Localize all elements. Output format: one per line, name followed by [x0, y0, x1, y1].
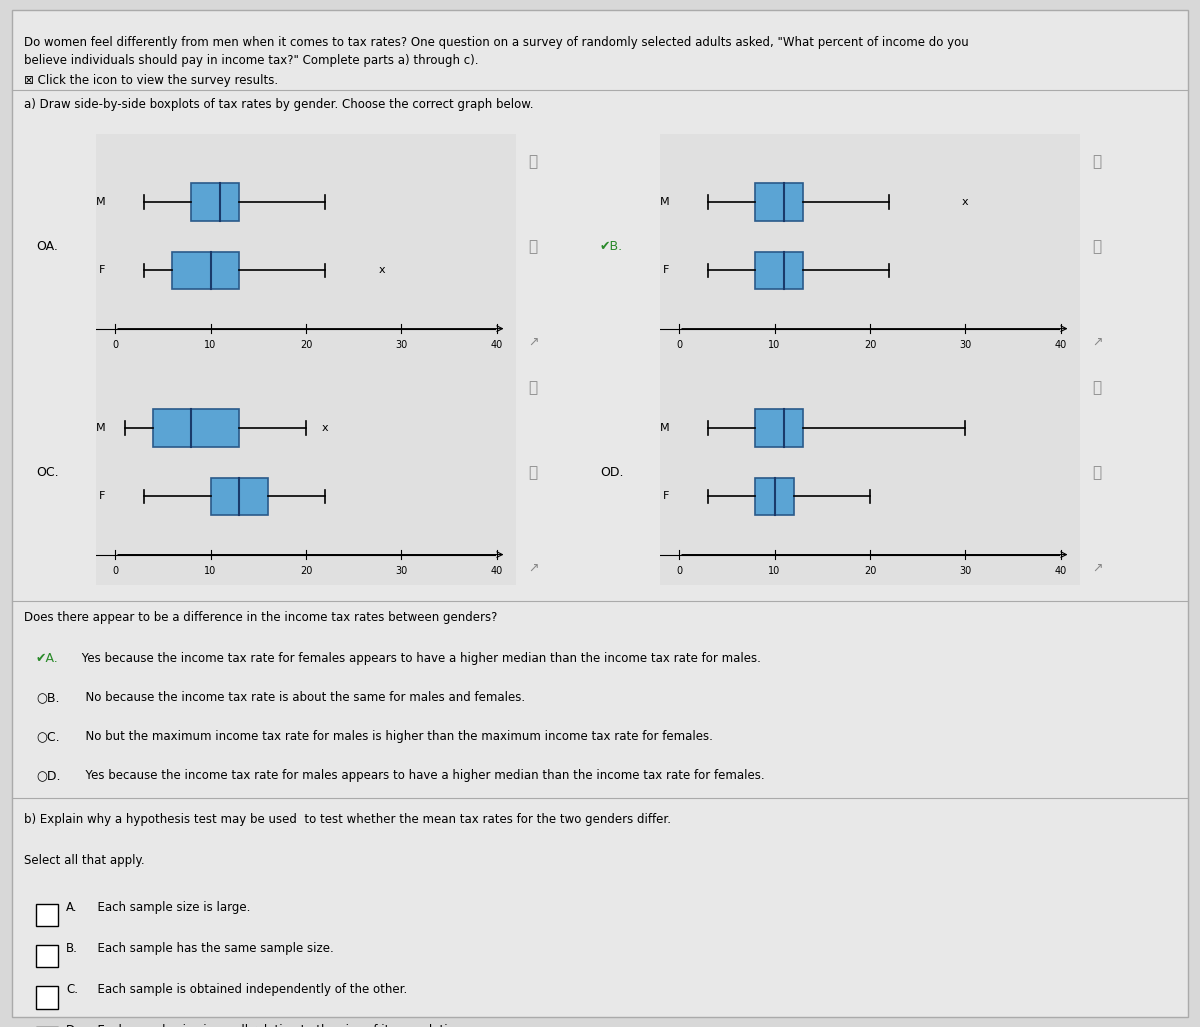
FancyBboxPatch shape [12, 10, 1188, 1017]
Text: ○B.: ○B. [36, 691, 60, 705]
Text: 0: 0 [676, 566, 682, 576]
Text: 40: 40 [1055, 340, 1067, 350]
Text: 20: 20 [864, 566, 876, 576]
Text: ↗: ↗ [528, 336, 539, 349]
Text: Each sample is obtained independently of the other.: Each sample is obtained independently of… [90, 983, 407, 996]
Text: F: F [664, 265, 670, 275]
FancyBboxPatch shape [36, 945, 58, 967]
Text: No but the maximum income tax rate for males is higher than the maximum income t: No but the maximum income tax rate for m… [78, 730, 713, 744]
FancyBboxPatch shape [756, 183, 803, 221]
FancyBboxPatch shape [756, 252, 803, 290]
Text: ⌕: ⌕ [528, 465, 538, 480]
FancyBboxPatch shape [154, 409, 239, 447]
Text: 10: 10 [204, 566, 217, 576]
Text: 30: 30 [395, 340, 408, 350]
Text: 20: 20 [300, 566, 312, 576]
Text: ⌕: ⌕ [1092, 154, 1102, 169]
Text: ↗: ↗ [528, 562, 539, 575]
Text: ⌕: ⌕ [528, 380, 538, 395]
Text: C.: C. [66, 983, 78, 996]
FancyBboxPatch shape [192, 183, 239, 221]
Text: 20: 20 [300, 340, 312, 350]
Text: Each sample size is large.: Each sample size is large. [90, 901, 251, 914]
Text: Do women feel differently from men when it comes to tax rates? One question on a: Do women feel differently from men when … [24, 36, 968, 49]
FancyBboxPatch shape [173, 252, 239, 290]
Text: 40: 40 [491, 340, 503, 350]
Text: 0: 0 [112, 566, 118, 576]
Text: 10: 10 [204, 340, 217, 350]
Text: 20: 20 [864, 340, 876, 350]
Text: A.: A. [66, 901, 78, 914]
Text: F: F [100, 491, 106, 501]
Text: 30: 30 [959, 566, 972, 576]
Text: x: x [379, 265, 385, 275]
Text: F: F [664, 491, 670, 501]
Text: ⌕: ⌕ [1092, 239, 1102, 254]
FancyBboxPatch shape [756, 478, 793, 516]
Text: ○D.: ○D. [36, 769, 60, 783]
Text: ✔B.: ✔B. [600, 240, 623, 253]
Text: M: M [96, 197, 106, 207]
Text: Yes because the income tax rate for males appears to have a higher median than t: Yes because the income tax rate for male… [78, 769, 764, 783]
Text: No because the income tax rate is about the same for males and females.: No because the income tax rate is about … [78, 691, 526, 705]
Text: 10: 10 [768, 340, 781, 350]
Text: 40: 40 [491, 566, 503, 576]
FancyBboxPatch shape [36, 986, 58, 1009]
FancyBboxPatch shape [36, 904, 58, 926]
Text: x: x [322, 423, 329, 433]
Text: 0: 0 [112, 340, 118, 350]
Text: M: M [96, 423, 106, 433]
Text: 30: 30 [395, 566, 408, 576]
Text: Yes because the income tax rate for females appears to have a higher median than: Yes because the income tax rate for fema… [78, 652, 761, 665]
Text: ⊠ Click the icon to view the survey results.: ⊠ Click the icon to view the survey resu… [24, 74, 278, 87]
Text: F: F [100, 265, 106, 275]
Text: 40: 40 [1055, 566, 1067, 576]
Text: b) Explain why a hypothesis test may be used  to test whether the mean tax rates: b) Explain why a hypothesis test may be … [24, 813, 671, 827]
Text: ○C.: ○C. [36, 730, 60, 744]
Text: D.: D. [66, 1024, 79, 1027]
FancyBboxPatch shape [210, 478, 268, 516]
Text: ⌕: ⌕ [1092, 465, 1102, 480]
Text: 30: 30 [959, 340, 972, 350]
Text: B.: B. [66, 942, 78, 955]
Text: ↗: ↗ [1092, 336, 1103, 349]
Text: 10: 10 [768, 566, 781, 576]
Text: ✔A.: ✔A. [36, 652, 59, 665]
Text: M: M [660, 423, 670, 433]
Text: Each sample size is small relative to the size of its population.: Each sample size is small relative to th… [90, 1024, 466, 1027]
Text: x: x [962, 197, 968, 207]
Text: OD.: OD. [600, 466, 624, 479]
Text: Each sample has the same sample size.: Each sample has the same sample size. [90, 942, 334, 955]
Text: M: M [660, 197, 670, 207]
Text: 0: 0 [676, 340, 682, 350]
Text: ⌕: ⌕ [1092, 380, 1102, 395]
Text: Does there appear to be a difference in the income tax rates between genders?: Does there appear to be a difference in … [24, 611, 497, 624]
Text: a) Draw side-by-side boxplots of tax rates by gender. Choose the correct graph b: a) Draw side-by-side boxplots of tax rat… [24, 98, 534, 111]
Text: OA.: OA. [36, 240, 58, 253]
Text: OC.: OC. [36, 466, 59, 479]
Text: believe individuals should pay in income tax?" Complete parts a) through c).: believe individuals should pay in income… [24, 54, 479, 68]
Text: ⌕: ⌕ [528, 154, 538, 169]
Text: Select all that apply.: Select all that apply. [24, 854, 145, 868]
Text: ↗: ↗ [1092, 562, 1103, 575]
FancyBboxPatch shape [756, 409, 803, 447]
Text: ⌕: ⌕ [528, 239, 538, 254]
